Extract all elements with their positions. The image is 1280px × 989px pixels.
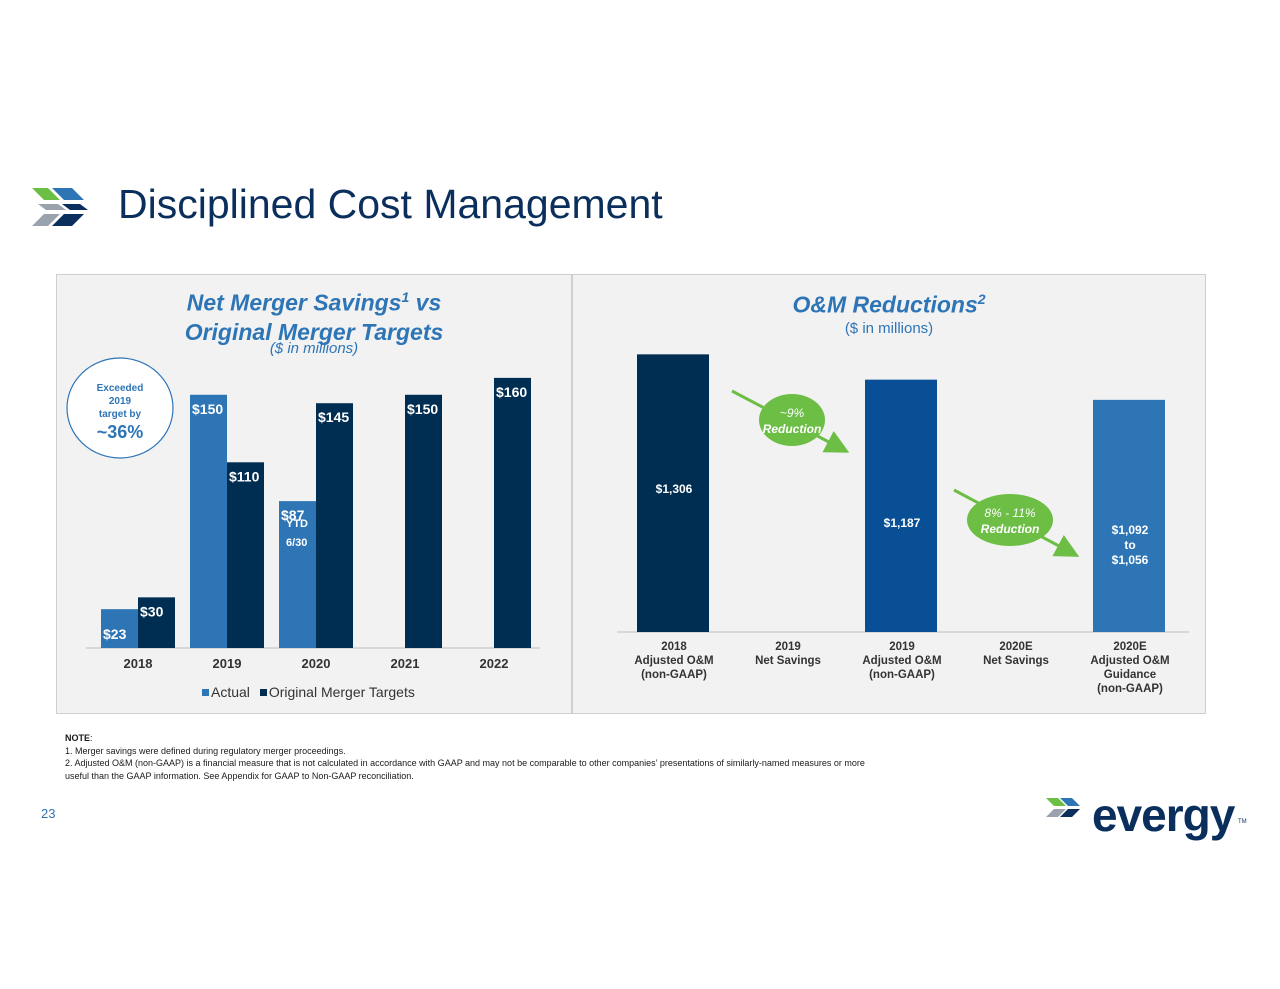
footnotes: NOTE: 1. Merger savings were defined dur… — [65, 732, 1065, 782]
bar-target-2022 — [494, 377, 531, 648]
callout-ellipse — [66, 357, 174, 459]
bar-actual-2018 — [101, 609, 138, 648]
notes-heading: NOTE — [65, 733, 91, 743]
merger-chart-legend: Actual Original Merger Targets — [202, 684, 415, 700]
bar-label-actual-2018: $23 — [103, 626, 127, 642]
ytd-date-label: 6/30 — [286, 537, 307, 549]
om-x-tick-0-0: 2018 — [661, 641, 687, 653]
x-tick-2020: 2020 — [302, 656, 331, 671]
reduction-badge-2 — [967, 494, 1053, 546]
om-chart-subtitle: ($ in millions) — [844, 320, 934, 337]
bar-target-2018 — [138, 597, 175, 648]
bar-label-actual-2019: $150 — [192, 401, 223, 417]
bar-label-actual-2020: $87 — [281, 507, 305, 523]
om-chart-title-footnote: 2 — [977, 291, 986, 307]
om-bar-label-4-2: $1,056 — [1112, 553, 1149, 567]
om-x-tick-1-1: Net Savings — [755, 655, 821, 667]
merger-chart-title-line2: Original Merger Targets — [184, 318, 444, 345]
om-x-tick-4-2: Guidance — [1104, 669, 1156, 681]
bar-target-2020 — [316, 403, 353, 648]
bar-label-target-2020: $145 — [318, 409, 349, 425]
notes-heading-line: NOTE: — [65, 732, 1065, 745]
callout-line2: 2019 — [109, 396, 132, 407]
reduction-label-2: Reduction — [981, 522, 1040, 536]
bar-actual-2020 — [279, 501, 316, 648]
merger-savings-chart: $23 $30 2018 $150 $110 2019 $87 $145 2020 $150 202… — [66, 357, 540, 671]
note-line-2: 2. Adjusted O&M (non-GAAP) is a financia… — [65, 758, 865, 768]
x-tick-2019: 2019 — [213, 656, 242, 671]
om-reductions-chart: $1,306 2018 Adjusted O&M (non-GAAP) 2019 Net … — [617, 354, 1189, 695]
om-bar-2 — [865, 379, 937, 632]
page-title: Disciplined Cost Management — [118, 181, 663, 227]
evergy-logo-mark-icon — [32, 188, 88, 226]
reduction-percent-1: ~9% — [780, 406, 805, 420]
merger-chart-title: Net Merger Savings1 vs Original Merger T… — [57, 283, 571, 347]
reduction-percent-2: 8% - 11% — [984, 506, 1035, 520]
legend-swatch-targets — [259, 689, 267, 696]
page-number: 23 — [41, 806, 56, 821]
notes-heading-suffix: : — [90, 733, 93, 743]
legend-label-targets: Original Merger Targets — [268, 684, 415, 700]
om-bar-0 — [637, 354, 709, 632]
merger-chart-plot: $23 $30 2018 $150 $110 2019 $87 $145 2020 $150 202… — [86, 377, 540, 671]
om-x-tick-3-1: Net Savings — [983, 655, 1049, 667]
om-x-tick-1-0: 2019 — [775, 641, 801, 653]
note-line-1: 1. Merger savings were defined during re… — [65, 745, 346, 756]
om-chart-title-text: O&M Reductions — [792, 291, 978, 318]
reduction-callout-1: ~9% Reduction — [731, 389, 850, 453]
om-bar-label-2-0: $1,187 — [884, 516, 921, 530]
reduction-label-1: Reduction — [763, 422, 822, 436]
x-tick-2021: 2021 — [391, 656, 420, 671]
merger-chart-title-line1: Net Merger Savings — [186, 289, 402, 316]
om-bar-4 — [1093, 399, 1165, 632]
om-x-tick-4-1: Adjusted O&M — [1090, 655, 1169, 667]
om-bar-label-0-0: $1,306 — [656, 482, 693, 496]
om-chart-title: O&M Reductions2 — [573, 285, 1205, 320]
om-x-tick-2-0: 2019 — [889, 641, 915, 653]
bar-label-target-2019: $110 — [229, 468, 260, 484]
ytd-label: YTD — [286, 518, 308, 530]
om-x-tick-4-0: 2020E — [1113, 641, 1147, 653]
callout-line3: target by — [99, 409, 142, 420]
callout-value: ~36% — [97, 422, 144, 442]
om-x-tick-0-2: (non-GAAP) — [641, 669, 707, 681]
trademark-mark: TM — [1238, 819, 1247, 825]
note-line-3: useful than the GAAP information. See Ap… — [65, 770, 414, 781]
merger-chart-title-footnote: 1 — [401, 289, 410, 305]
bar-actual-2019 — [190, 394, 227, 648]
bar-label-target-2022: $160 — [496, 384, 527, 400]
reduction-callout-2: 8% - 11% Reduction — [953, 488, 1080, 557]
om-bar-label-4-1: to — [1124, 538, 1135, 552]
bar-label-target-2018: $30 — [140, 603, 164, 619]
om-x-tick-3-0: 2020E — [999, 641, 1033, 653]
om-bar-label-4-0: $1,092 — [1112, 523, 1149, 537]
om-chart-plot: $1,306 2018 Adjusted O&M (non-GAAP) 2019 Net … — [617, 354, 1189, 695]
bar-label-target-2021: $150 — [407, 401, 438, 417]
evergy-wordmark: evergy — [1092, 789, 1235, 841]
merger-chart-title-suffix: vs — [409, 289, 442, 316]
x-tick-2022: 2022 — [480, 656, 509, 671]
om-x-tick-4-3: (non-GAAP) — [1097, 683, 1163, 695]
reduction-badge-1 — [759, 394, 825, 446]
om-x-tick-2-1: Adjusted O&M — [862, 655, 941, 667]
om-x-tick-2-2: (non-GAAP) — [869, 669, 935, 681]
om-x-tick-0-1: Adjusted O&M — [634, 655, 713, 667]
x-tick-2018: 2018 — [124, 656, 153, 671]
bar-target-2021 — [405, 394, 442, 648]
bar-target-2019 — [227, 462, 264, 648]
callout-line1: Exceeded — [97, 383, 144, 394]
evergy-brand-chevron-icon — [1046, 798, 1080, 817]
legend-label-actual: Actual — [211, 684, 250, 700]
merger-chart-subtitle: ($ in millions) — [269, 340, 359, 357]
legend-swatch-actual — [202, 689, 209, 696]
exceeded-target-callout: Exceeded 2019 target by ~36% — [66, 357, 174, 459]
